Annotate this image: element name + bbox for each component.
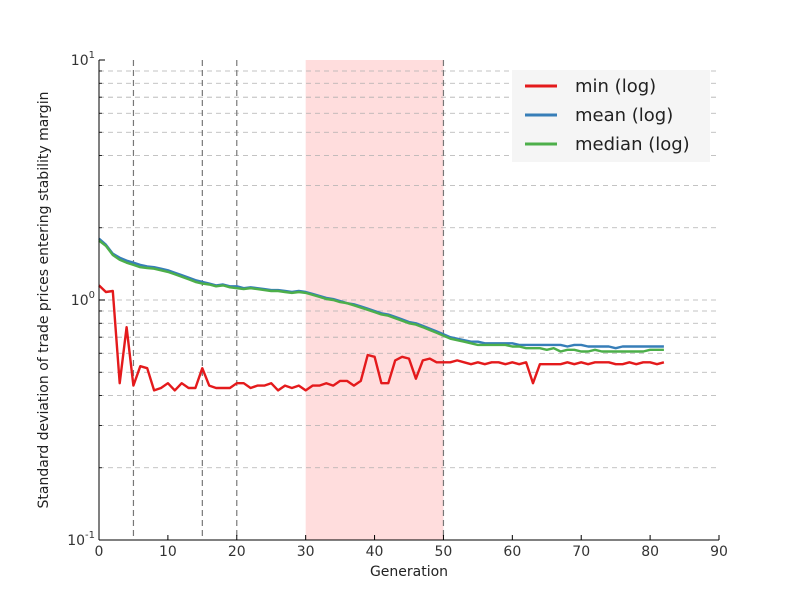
series-line-median xyxy=(98,239,664,353)
x-tick-label: 40 xyxy=(366,544,384,560)
x-tick-label: 0 xyxy=(95,544,104,560)
series-lines xyxy=(98,237,665,392)
x-tick-label: 50 xyxy=(435,544,453,560)
y-axis-ticks: 10-1 100 101 xyxy=(67,50,105,549)
legend-label: min (log) xyxy=(575,76,656,97)
x-axis-ticks: 0 10 20 30 40 50 60 70 80 90 xyxy=(95,535,728,560)
x-tick-label: 90 xyxy=(710,544,728,560)
x-tick-label: 30 xyxy=(297,544,315,560)
x-tick-label: 10 xyxy=(159,544,177,560)
y-tick-label: 10-1 xyxy=(67,530,95,549)
legend-label: mean (log) xyxy=(575,105,673,126)
vertical-markers xyxy=(132,60,445,540)
x-tick-label: 80 xyxy=(641,544,659,560)
y-axis-label: Standard deviation of trade prices enter… xyxy=(36,92,52,509)
x-tick-label: 20 xyxy=(228,544,246,560)
x-tick-label: 70 xyxy=(572,544,590,560)
x-axis-label: Generation xyxy=(370,564,448,580)
x-tick-label: 60 xyxy=(503,544,521,560)
series-line-min xyxy=(98,284,665,392)
y-tick-label: 101 xyxy=(71,50,95,69)
legend-label: median (log) xyxy=(575,134,690,155)
y-tick-label: 100 xyxy=(71,290,95,309)
legend: min (log) mean (log) median (log) xyxy=(512,70,710,162)
